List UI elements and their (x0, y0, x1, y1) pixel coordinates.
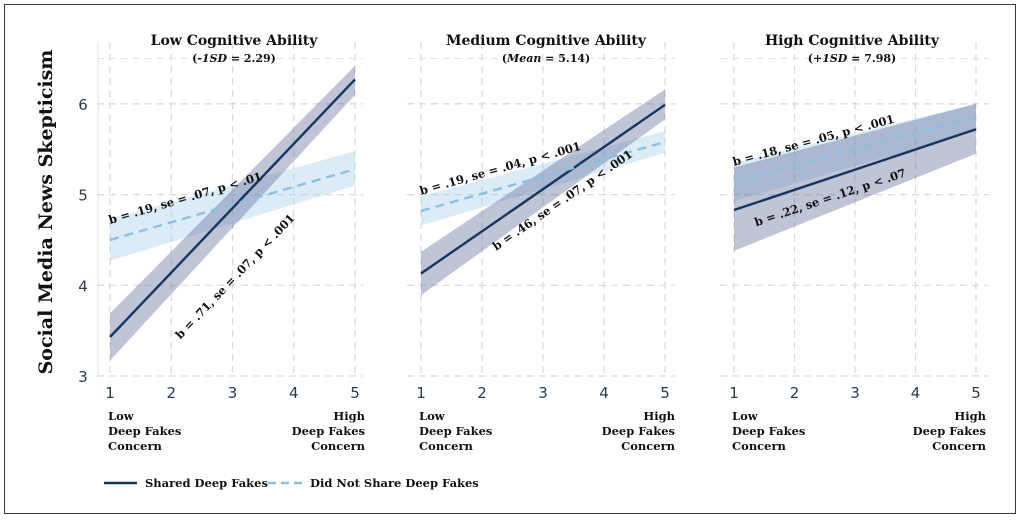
ci-band-shared (110, 65, 355, 361)
legend: Shared Deep Fakes Did Not Share Deep Fake… (104, 476, 479, 490)
x-end-label-low: Low (108, 409, 135, 423)
x-tick-label: 2 (477, 384, 487, 402)
x-end-label-low: Low (419, 409, 446, 423)
x-tick-label: 2 (166, 384, 176, 402)
legend-label-not-shared: Did Not Share Deep Fakes (310, 476, 479, 490)
ci-band-not-shared (734, 103, 976, 201)
x-end-label-low: Deep Fakes (732, 424, 805, 438)
x-tick-label: 4 (599, 384, 609, 402)
x-end-label-high: Concern (621, 439, 676, 453)
x-end-label-low: Concern (732, 439, 787, 453)
x-end-label-low: Concern (419, 439, 474, 453)
x-tick-label: 3 (850, 384, 860, 402)
x-end-label-high: Deep Fakes (602, 424, 675, 438)
ci-band-shared (421, 89, 665, 296)
ci-band-shared (734, 103, 976, 251)
panel-subtitle: (-1SD = 2.29) (192, 52, 276, 65)
series-line-not-shared (109, 168, 356, 242)
x-end-label-low: Deep Fakes (108, 424, 181, 438)
x-end-label-low: Deep Fakes (419, 424, 492, 438)
x-end-label-high: Deep Fakes (292, 424, 365, 438)
panel-3: b = .22, se = .12, p < .07b = .18, se = … (720, 33, 989, 453)
series-line-shared (733, 128, 977, 212)
panel-title: Medium Cognitive Ability (446, 33, 647, 49)
figure-frame (4, 4, 1016, 514)
x-end-label-high: High (643, 409, 675, 423)
y-tick-label: 5 (78, 187, 88, 205)
x-end-label-high: Concern (932, 439, 987, 453)
series-line-shared (109, 78, 356, 338)
x-tick-label: 3 (538, 384, 548, 402)
series-line-not-shared (733, 115, 977, 184)
legend-label-shared: Shared Deep Fakes (145, 476, 268, 490)
x-tick-label: 3 (228, 384, 238, 402)
x-end-label-low: Concern (108, 439, 163, 453)
plot-area (97, 42, 363, 386)
panel-title: Low Cognitive Ability (151, 33, 319, 49)
ci-band-not-shared (110, 151, 355, 261)
x-end-label-high: High (954, 409, 986, 423)
series-line-not-shared (420, 140, 666, 213)
x-tick-label: 5 (660, 384, 670, 402)
plot-area (407, 42, 675, 386)
x-tick-label: 1 (729, 384, 739, 402)
panel-subtitle: (Mean = 5.14) (502, 52, 590, 65)
x-tick-label: 5 (350, 384, 360, 402)
x-end-label-high: Deep Fakes (913, 424, 986, 438)
panel-subtitle: (+1SD = 7.98) (808, 52, 896, 65)
panel-title: High Cognitive Ability (765, 33, 940, 49)
x-end-label-high: Concern (311, 439, 366, 453)
x-tick-label: 1 (105, 384, 115, 402)
x-tick-label: 2 (790, 384, 800, 402)
series-line-shared (420, 103, 666, 275)
y-tick-label: 6 (78, 96, 88, 114)
y-tick-label: 3 (78, 368, 88, 386)
y-axis-label: Social Media News Skepticism (35, 50, 57, 375)
x-tick-label: 4 (289, 384, 299, 402)
x-end-label-low: Low (732, 409, 759, 423)
ci-band-not-shared (421, 131, 665, 226)
x-end-label-high: High (333, 409, 365, 423)
y-tick-label: 4 (78, 277, 88, 295)
x-tick-label: 1 (416, 384, 426, 402)
x-tick-label: 4 (911, 384, 921, 402)
x-tick-label: 5 (971, 384, 981, 402)
